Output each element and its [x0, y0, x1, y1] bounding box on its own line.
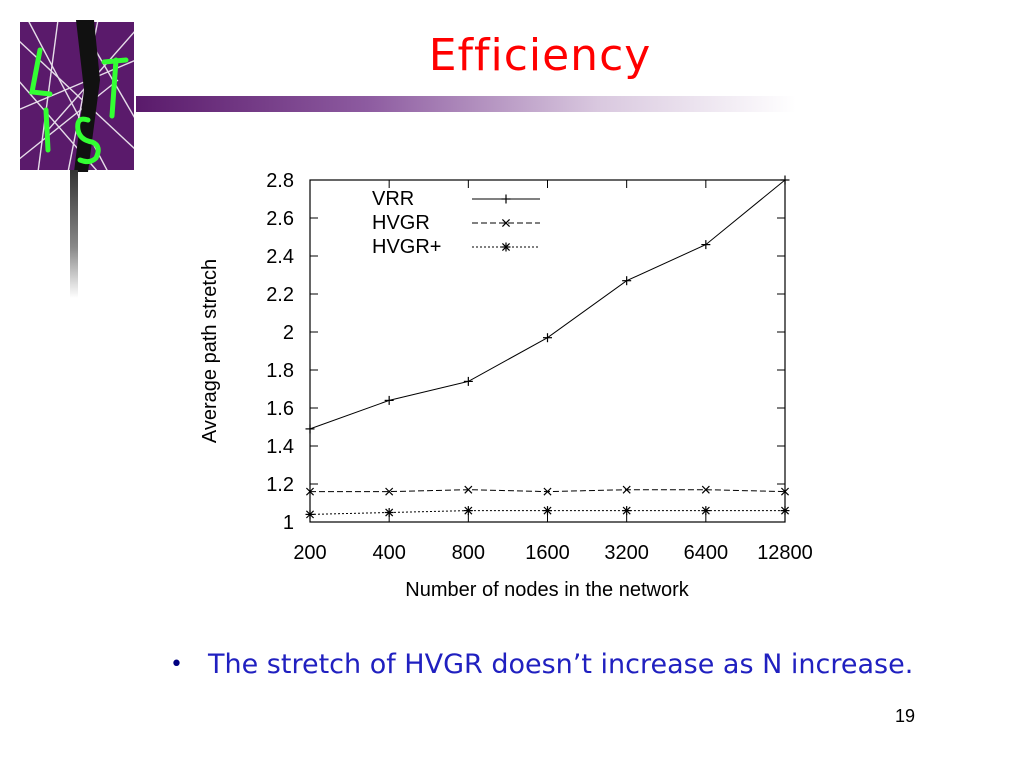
decorative-horizontal-bar [136, 96, 796, 112]
legend-label: HVGR+ [372, 236, 441, 258]
legend-label: VRR [372, 188, 414, 210]
y-tick-label: 2.4 [266, 246, 294, 268]
x-tick-label: 6400 [684, 542, 729, 564]
legend-label: HVGR [372, 212, 430, 234]
data-point-hvgr-plus [385, 508, 394, 517]
y-axis: 1 1.2 1.4 1.6 1.8 2 2.2 2.4 2.6 2.8 [266, 170, 785, 534]
y-axis-label: Average path stretch [199, 259, 221, 443]
data-point-hvgr [622, 485, 631, 494]
data-point-hvgr-plus [622, 506, 631, 515]
data-point-hvgr [305, 487, 315, 496]
page-number: 19 [895, 706, 916, 726]
data-point-hvgr [780, 487, 790, 496]
series-group [305, 175, 790, 519]
data-point-hvgr-plus [780, 506, 790, 515]
data-point-hvgr-plus [464, 506, 473, 515]
chart-svg: 1 1.2 1.4 1.6 1.8 2 2.2 2.4 2.6 2.8 200 400 800 1600… [190, 165, 830, 605]
slide-title: Efficiency [428, 30, 652, 81]
x-tick-label: 200 [293, 542, 326, 564]
y-tick-label: 2.2 [266, 284, 294, 306]
data-point-hvgr-plus [543, 506, 552, 515]
bullet-marker: • [170, 652, 183, 677]
bullet-text: The stretch of HVGR doesn’t increase as … [208, 649, 914, 680]
data-point-hvgr [543, 487, 552, 496]
y-tick-label: 1.2 [266, 474, 294, 496]
x-axis: 200 400 800 1600 3200 6400 12800 [293, 180, 813, 564]
data-point-hvgr-plus [305, 510, 315, 519]
line-chart: 1 1.2 1.4 1.6 1.8 2 2.2 2.4 2.6 2.8 200 400 800 1600… [190, 165, 830, 605]
y-tick-label: 2.6 [266, 208, 294, 230]
decorative-vertical-bar [70, 170, 78, 298]
data-point-hvgr-plus [701, 506, 710, 515]
x-tick-label: 12800 [757, 542, 813, 564]
data-point-hvgr [701, 485, 710, 494]
logo-graphic [17, 19, 137, 173]
data-point-hvgr [464, 485, 473, 494]
data-point-hvgr [385, 487, 394, 496]
x-tick-label: 3200 [604, 542, 649, 564]
x-tick-label: 800 [452, 542, 485, 564]
legend-marker [501, 242, 511, 252]
y-tick-label: 2 [283, 322, 294, 344]
x-tick-label: 400 [372, 542, 405, 564]
y-tick-label: 2.8 [266, 170, 294, 192]
x-tick-label: 1600 [525, 542, 570, 564]
y-tick-label: 1.4 [266, 436, 294, 458]
legend-marker [501, 218, 511, 228]
y-tick-label: 1.6 [266, 398, 294, 420]
x-axis-label: Number of nodes in the network [405, 579, 689, 601]
y-tick-label: 1.8 [266, 360, 294, 382]
list-logo [17, 19, 137, 173]
y-tick-label: 1 [283, 512, 294, 534]
